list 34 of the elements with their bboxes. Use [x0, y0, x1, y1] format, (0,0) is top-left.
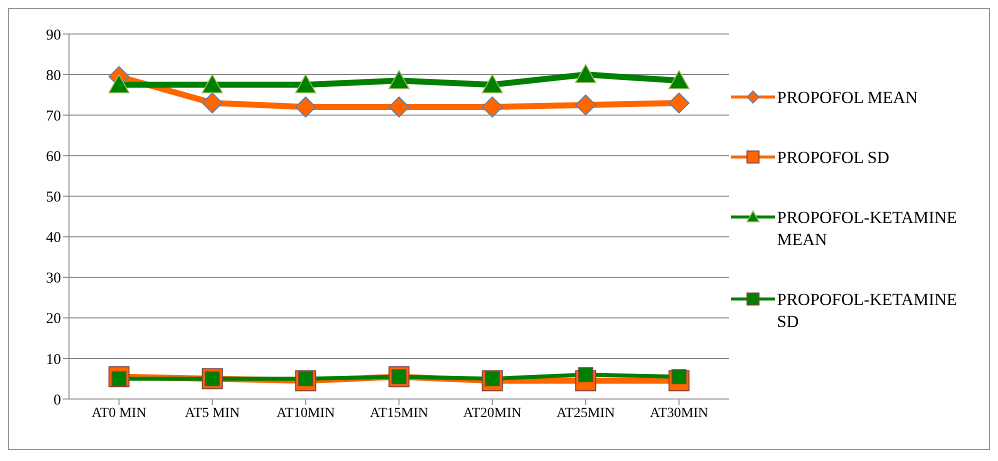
- x-tick-label: AT20MIN: [463, 406, 522, 421]
- x-tick-label: AT30MIN: [650, 406, 708, 421]
- y-tick-label: 70: [46, 108, 61, 124]
- y-tick-label: 40: [46, 230, 61, 246]
- point: [668, 92, 690, 114]
- y-tick-label: 90: [46, 27, 61, 44]
- legend-label: PROPOFOL-KETAMINE SD: [777, 289, 958, 333]
- y-tick-label: 30: [46, 270, 61, 287]
- y-tick-label: 50: [46, 190, 61, 206]
- x-tick-label: AT15MIN: [370, 406, 428, 421]
- legend-label: PROPOFOL-KETAMINE MEAN: [777, 207, 958, 251]
- point: [482, 96, 503, 118]
- point: [295, 74, 316, 94]
- point: [482, 74, 503, 94]
- y-tick-label: 80: [46, 68, 61, 84]
- x-tick-label: AT5 MIN: [184, 406, 240, 421]
- point: [202, 92, 223, 114]
- x-tick-label: AT0 MIN: [92, 406, 146, 421]
- y-tick-label: 0: [54, 392, 61, 408]
- x-tick-label: AT25MIN: [556, 406, 615, 421]
- point: [295, 96, 316, 118]
- legend-label: PROPOFOL MEAN: [777, 87, 918, 109]
- x-tick-label: AT10MIN: [276, 406, 335, 421]
- y-tick-label: 20: [46, 311, 61, 328]
- point: [668, 70, 690, 90]
- point: [388, 96, 410, 118]
- point: [575, 94, 596, 116]
- y-tick-label: 10: [46, 352, 61, 368]
- y-tick-label: 60: [46, 148, 61, 165]
- point: [202, 74, 223, 94]
- legend-label: PROPOFOL SD: [777, 147, 890, 169]
- point: [575, 64, 596, 84]
- point: [108, 74, 130, 94]
- point: [388, 70, 410, 90]
